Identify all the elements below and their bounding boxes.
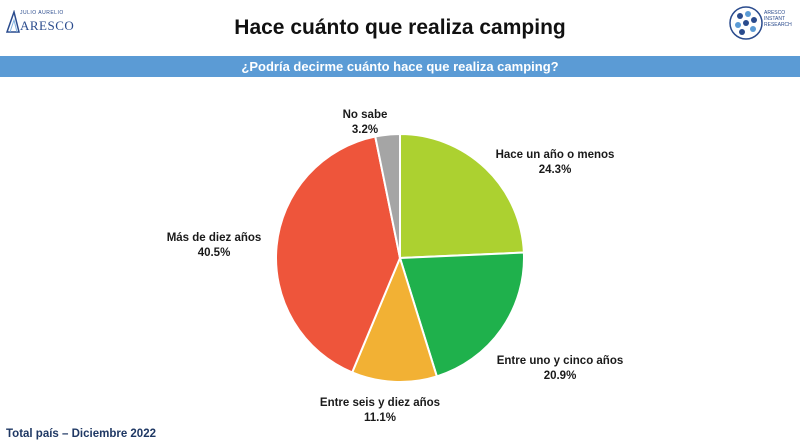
slice-label-3: Entre seis y diez años [320,397,440,409]
question-banner: ¿Podría decirme cuánto hace que realiza … [0,56,800,77]
logo-brand: ARESCO [20,18,75,33]
slice-label-5: No sabe [343,109,388,121]
slice-value-3: 11.1% [364,412,396,424]
logo-label: ARESCO INSTANT RESEARCH [764,10,792,28]
slice-value-4: 40.5% [198,247,231,259]
people-cluster-logo-icon [729,6,763,40]
slice-value-5: 3.2% [352,124,378,136]
instant-research-logo: ARESCO INSTANT RESEARCH [728,4,796,42]
pie-slice-5 [374,132,401,259]
slice-label-2: Entre uno y cinco años [497,355,624,367]
slice-value-2: 20.9% [544,370,577,382]
aresco-logo: JULIO AURELIO ARESCO [6,8,86,38]
slice-label-1: Hace un año o menos [496,149,615,161]
page-title: Hace cuánto que realiza camping [234,16,566,39]
pie-slice-2 [398,251,525,378]
logo-tagline: JULIO AURELIO [20,10,64,16]
pie-slice-3 [350,255,439,383]
footer-note: Total país – Diciembre 2022 [6,428,156,440]
slice-label-4: Más de diez años [167,232,262,244]
slice-value-1: 24.3% [539,164,572,176]
triangle-logo-icon [6,10,20,33]
pie-slice-1 [399,132,525,260]
pie-slice-4 [275,135,402,374]
